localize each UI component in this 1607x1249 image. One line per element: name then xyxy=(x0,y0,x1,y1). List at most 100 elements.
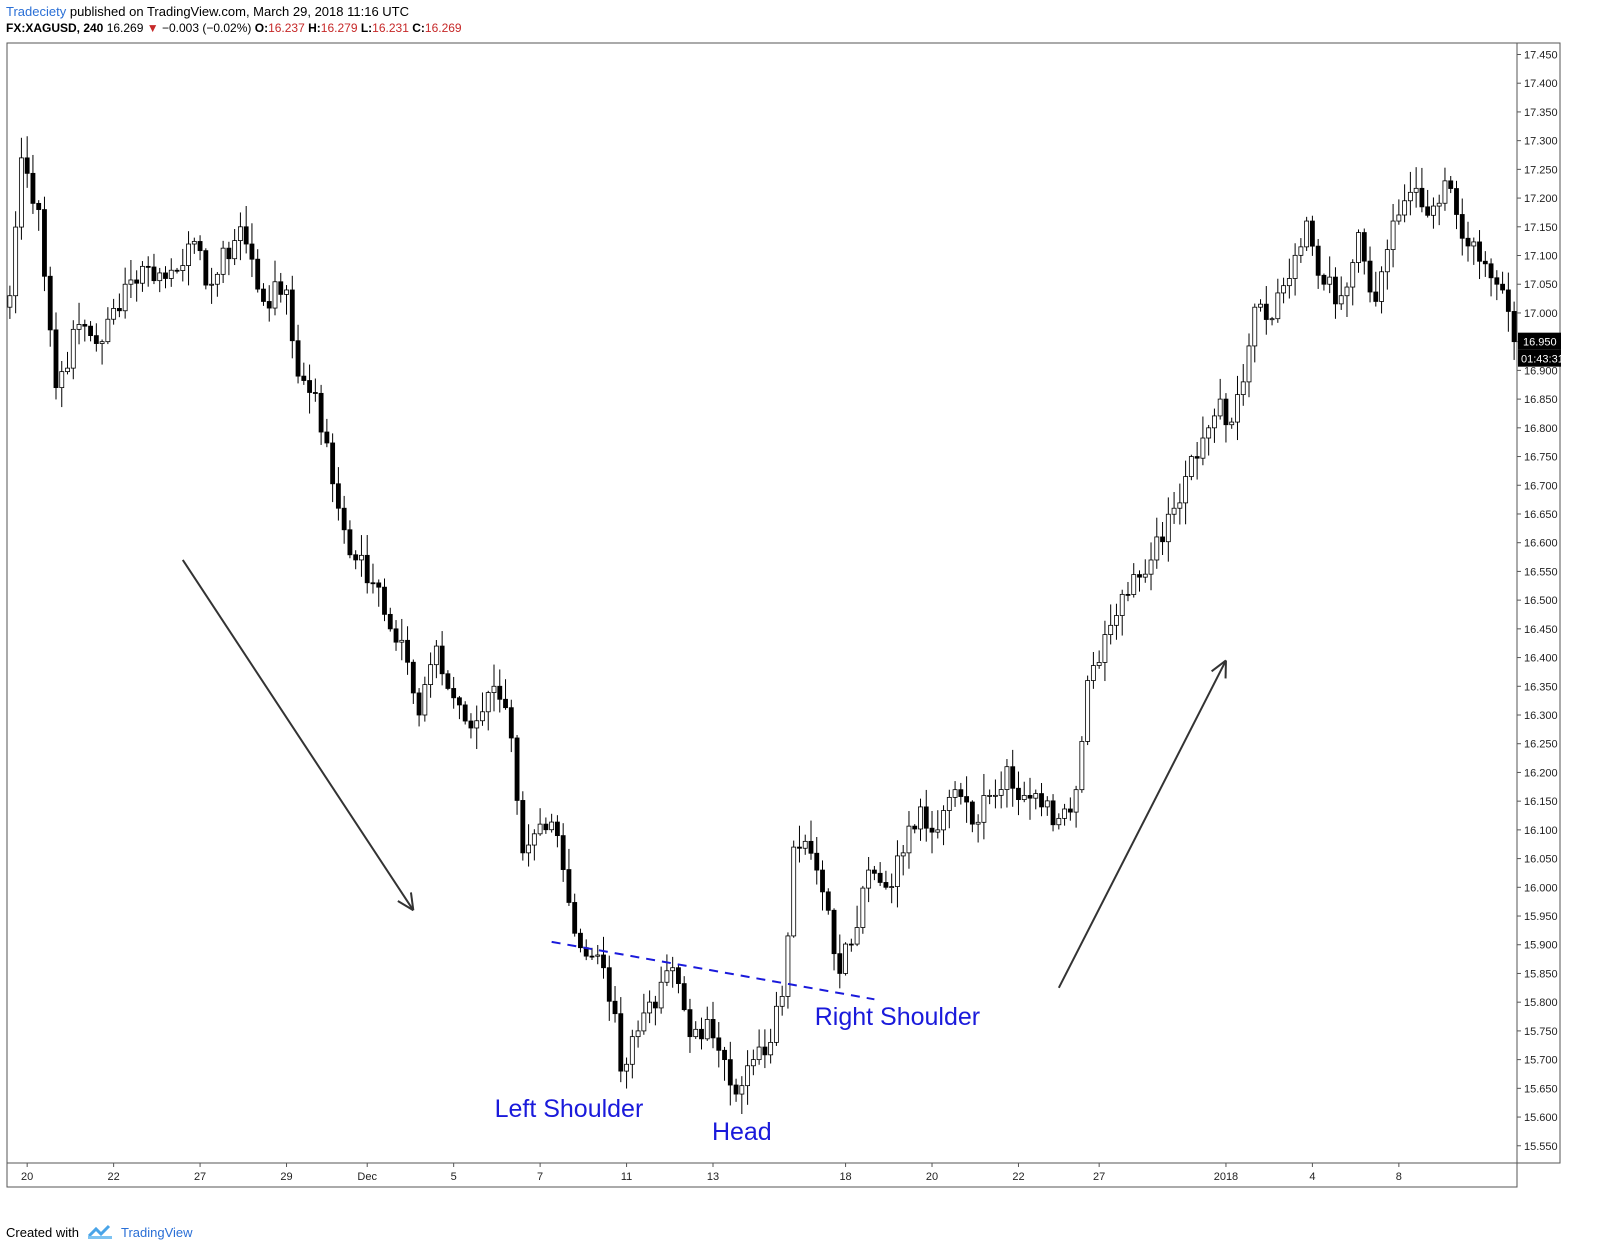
chart-header: Tradeciety published on TradingView.com,… xyxy=(6,3,462,37)
candle-up xyxy=(895,855,900,887)
candle-down xyxy=(47,275,53,331)
candle-up xyxy=(1384,249,1390,273)
candle-down xyxy=(42,209,47,277)
candle-down xyxy=(560,835,566,870)
candle-down xyxy=(681,983,687,1011)
candle-down xyxy=(814,852,820,871)
candle-up xyxy=(1436,202,1442,207)
candle-up xyxy=(422,684,428,716)
candle-down xyxy=(508,707,514,739)
tradingview-logo-icon xyxy=(87,1224,112,1239)
candle-down xyxy=(710,1019,716,1039)
candle-down xyxy=(301,375,307,381)
y-tick-label: 16.100 xyxy=(1524,825,1558,837)
price-change: −0.003 (−0.02%) xyxy=(161,21,252,35)
candle-up xyxy=(214,273,220,285)
candle-up xyxy=(1229,421,1235,426)
candle-down xyxy=(1511,311,1517,343)
candle-down xyxy=(364,554,370,584)
candle-up xyxy=(1044,800,1050,808)
candle-up xyxy=(629,1036,635,1065)
publisher-name[interactable]: Tradeciety xyxy=(6,4,67,19)
candle-down xyxy=(1494,277,1500,285)
candle-down xyxy=(203,250,209,286)
candle-down xyxy=(722,1049,727,1061)
candle-up xyxy=(785,935,791,997)
x-tick-label: 22 xyxy=(107,1171,119,1183)
candle-down xyxy=(324,431,330,444)
candle-down xyxy=(618,1013,624,1072)
candle-down xyxy=(699,1028,704,1040)
y-tick-label: 17.000 xyxy=(1524,308,1558,320)
candle-up xyxy=(998,789,1004,796)
candle-down xyxy=(1488,263,1494,279)
candle-up xyxy=(1258,303,1263,308)
candle-up xyxy=(237,226,243,242)
candle-up xyxy=(889,886,895,888)
candle-up xyxy=(1298,246,1304,256)
candle-down xyxy=(410,661,416,694)
y-tick-label: 16.600 xyxy=(1524,538,1558,550)
open-label: O: xyxy=(254,21,269,35)
candle-down xyxy=(1137,574,1142,578)
candle-up xyxy=(1188,456,1194,477)
candle-down xyxy=(716,1037,722,1051)
candle-down xyxy=(514,737,520,801)
x-tick-label: 8 xyxy=(1396,1171,1402,1183)
candle-down xyxy=(687,1009,693,1038)
candle-down xyxy=(1367,260,1373,293)
candle-down xyxy=(382,586,387,615)
candle-down xyxy=(1482,260,1488,265)
candle-up xyxy=(595,954,601,957)
candle-down xyxy=(572,902,578,934)
candle-up xyxy=(1471,241,1477,247)
candle-up xyxy=(779,996,785,1007)
x-tick-label: 18 xyxy=(839,1171,851,1183)
candle-up xyxy=(474,720,480,729)
candle-down xyxy=(912,825,918,830)
candle-down xyxy=(1459,214,1465,239)
candle-down xyxy=(457,697,462,706)
y-tick-label: 16.800 xyxy=(1524,423,1558,435)
x-tick-label: Dec xyxy=(357,1171,377,1183)
symbol-label: FX:XAGUSD, 240 xyxy=(6,21,104,35)
candle-up xyxy=(1119,593,1125,616)
candle-down xyxy=(1027,795,1033,799)
candle-down xyxy=(1321,274,1327,285)
candle-up xyxy=(526,844,532,854)
candle-down xyxy=(808,840,814,854)
candle-up xyxy=(946,796,952,811)
y-tick-label: 16.900 xyxy=(1524,365,1558,377)
candle-down xyxy=(226,247,232,260)
candle-up xyxy=(693,1028,699,1038)
candle-up xyxy=(7,295,13,308)
y-tick-label: 16.650 xyxy=(1524,509,1558,521)
tradingview-brand[interactable]: TradingView xyxy=(120,1224,193,1240)
candle-down xyxy=(53,329,59,389)
y-tick-label: 17.300 xyxy=(1524,136,1558,148)
candle-up xyxy=(433,645,439,666)
candle-down xyxy=(330,442,336,485)
y-tick-label: 17.050 xyxy=(1524,279,1558,291)
y-tick-label: 17.150 xyxy=(1524,222,1558,234)
candle-down xyxy=(451,688,457,699)
candle-up xyxy=(658,981,664,1009)
candle-up xyxy=(1108,624,1114,635)
candle-up xyxy=(76,324,82,330)
y-tick-label: 15.550 xyxy=(1524,1141,1558,1153)
candle-down xyxy=(503,698,508,709)
annotation-label: Right Shoulder xyxy=(815,1003,980,1031)
candle-up xyxy=(1114,615,1119,626)
candle-down xyxy=(566,869,572,903)
candle-up xyxy=(13,226,19,297)
uptrend-arrow xyxy=(1057,659,1227,989)
candle-down xyxy=(1194,456,1200,459)
candle-up xyxy=(1177,502,1183,509)
candles-group xyxy=(7,136,1517,1115)
candle-down xyxy=(289,289,295,342)
open-value: 16.237 xyxy=(268,21,305,35)
candle-down xyxy=(554,821,560,837)
candle-up xyxy=(1407,191,1413,202)
candle-down xyxy=(387,613,393,630)
